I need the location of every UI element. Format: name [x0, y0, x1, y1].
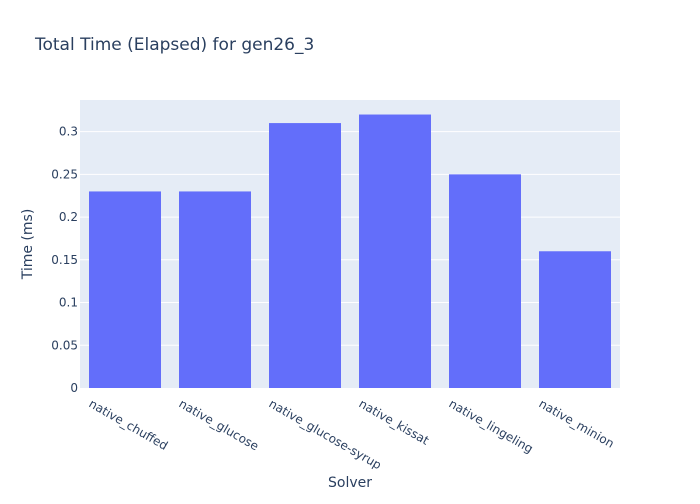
gridlines [80, 131, 620, 346]
bar-native_minion[interactable] [539, 251, 611, 388]
y-tick-label: 0.15 [51, 253, 78, 267]
y-tick-label: 0.05 [51, 338, 78, 352]
x-axis-title: Solver [328, 475, 372, 491]
bar-native_chuffed[interactable] [89, 191, 161, 388]
y-tick-label: 0.1 [59, 296, 78, 310]
y-axis-title: Time (ms) [20, 209, 36, 281]
y-axis-ticks: 0 0.05 0.1 0.15 0.2 0.25 0.3 [51, 125, 78, 395]
y-tick-label: 0.2 [59, 210, 78, 224]
bar-native_lingeling[interactable] [449, 174, 521, 388]
bar-native_kissat[interactable] [359, 114, 431, 388]
y-tick-label: 0 [70, 381, 78, 395]
y-tick-label: 0.25 [51, 167, 78, 181]
chart-title: Total Time (Elapsed) for gen26_3 [34, 35, 314, 55]
plot-area [80, 100, 620, 388]
bars [89, 114, 611, 388]
bar-native_glucose[interactable] [179, 191, 251, 388]
bar-native_glucose-syrup[interactable] [269, 123, 341, 388]
y-tick-label: 0.3 [59, 125, 78, 139]
